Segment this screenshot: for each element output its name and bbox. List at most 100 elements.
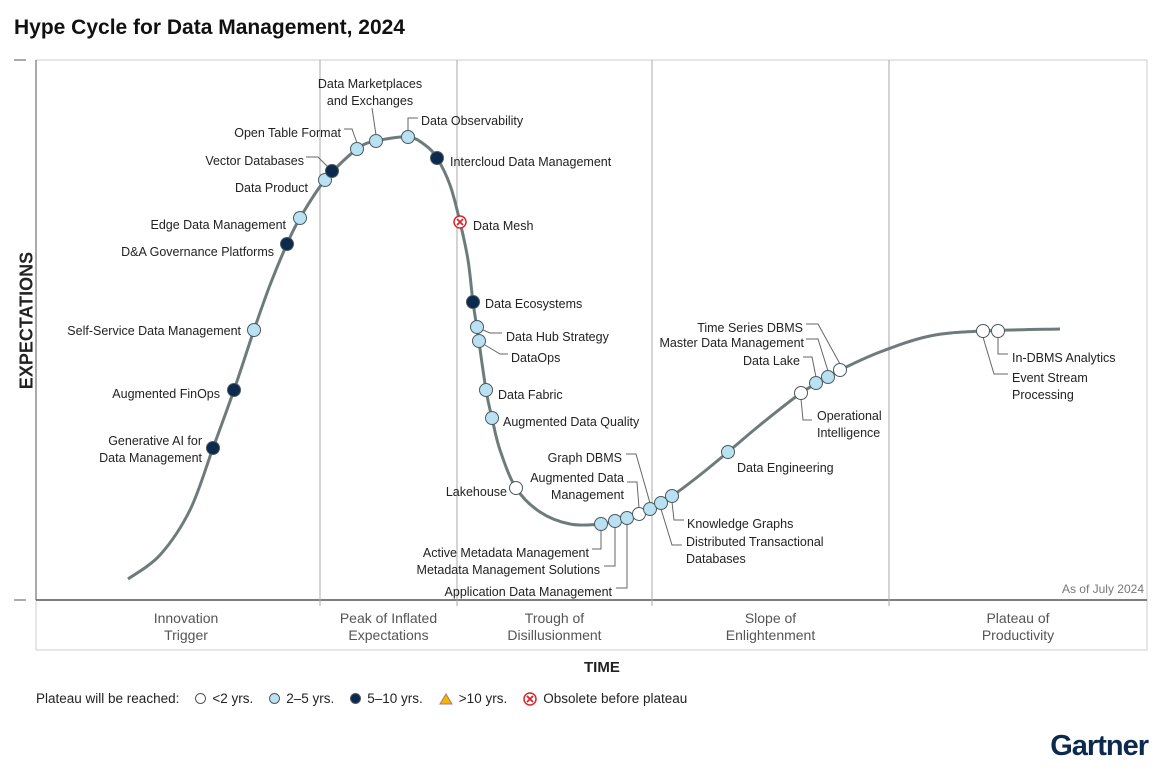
technology-marker — [809, 376, 823, 390]
technology-marker — [594, 517, 608, 531]
technology-label: Application Data Management — [445, 585, 613, 599]
obsolete-x-icon — [456, 218, 464, 226]
phase-label: Trough of — [525, 610, 585, 626]
obsolete-x-icon — [523, 691, 537, 706]
technology-label: Intercloud Data Management — [450, 155, 612, 169]
technology-label: Metadata Management Solutions — [417, 563, 600, 577]
technology-label: Data Hub Strategy — [506, 330, 610, 344]
technology-label: Databases — [686, 552, 746, 566]
technology-label: Data Mesh — [473, 219, 533, 233]
legend-label: Plateau will be reached: — [36, 691, 180, 706]
technology-label: Self-Service Data Management — [67, 324, 241, 338]
technology-marker — [721, 445, 735, 459]
technology-label: Edge Data Management — [150, 218, 286, 232]
legend-item: >10 yrs. — [438, 691, 508, 706]
technology-marker — [430, 151, 444, 165]
leader-line — [982, 336, 1008, 375]
technology-marker — [470, 320, 484, 334]
y-axis-label: EXPECTATIONS — [16, 251, 37, 390]
technology-marker — [991, 324, 1005, 338]
technology-marker — [608, 514, 622, 528]
leader-line — [616, 524, 628, 589]
legend-item-label: <2 yrs. — [212, 691, 254, 706]
technology-marker — [369, 134, 383, 148]
technology-marker — [509, 481, 523, 495]
technology-label: Data Product — [235, 181, 308, 195]
technology-marker — [620, 511, 634, 525]
leader-line — [800, 398, 812, 421]
legend-item-label: >10 yrs. — [458, 691, 508, 706]
technology-label: D&A Governance Platforms — [121, 245, 274, 259]
technology-label: Data Observability — [421, 114, 524, 128]
hype-curve — [127, 135, 1061, 581]
technology-label: Operational — [817, 409, 882, 423]
technology-label: Knowledge Graphs — [687, 517, 793, 531]
legend-item-label: 2–5 yrs. — [286, 691, 335, 706]
legend-item: <2 yrs. — [195, 691, 253, 706]
phase-label: Innovation — [154, 610, 219, 626]
technology-label: DataOps — [511, 351, 560, 365]
technology-label: Lakehouse — [446, 485, 507, 499]
leader-line — [604, 527, 616, 567]
technology-label: Master Data Management — [659, 336, 804, 350]
technology-marker — [401, 130, 415, 144]
technology-label: Intelligence — [817, 426, 880, 440]
technology-marker — [654, 496, 668, 510]
technology-label: Processing — [1012, 388, 1074, 402]
circle-icon — [195, 693, 207, 704]
circle-icon — [269, 693, 281, 704]
gartner-logo: Gartner — [1050, 730, 1149, 762]
technology-label: Event Stream — [1012, 371, 1088, 385]
technology-label: and Exchanges — [327, 94, 413, 108]
technology-label: Graph DBMS — [548, 451, 622, 465]
technology-label: Active Metadata Management — [423, 546, 590, 560]
phase-label: Expectations — [348, 627, 428, 643]
phase-label: Peak of Inflated — [340, 610, 437, 626]
legend-item-label: 5–10 yrs. — [367, 691, 423, 706]
technology-label: Augmented Data — [530, 471, 624, 485]
technology-marker — [247, 323, 261, 337]
leader-line — [484, 344, 508, 355]
technology-marker — [472, 334, 486, 348]
plot-frame — [35, 59, 1148, 651]
technology-marker — [227, 383, 241, 397]
phase-label: Productivity — [982, 627, 1054, 643]
technology-marker — [976, 324, 990, 338]
leader-line — [371, 107, 377, 136]
leader-line — [627, 481, 640, 509]
technology-label: Data Engineering — [737, 461, 834, 475]
technology-label: Open Table Format — [234, 126, 341, 140]
technology-label: Distributed Transactional — [686, 535, 824, 549]
leader-line — [344, 128, 358, 144]
leader-line — [806, 323, 841, 365]
technology-label: Time Series DBMS — [697, 321, 803, 335]
legend-item: Obsolete before plateau — [523, 691, 687, 706]
leader-line — [660, 508, 682, 546]
leader-line — [997, 337, 1008, 355]
technology-label: Management — [551, 488, 624, 502]
legend-item: 2–5 yrs. — [269, 691, 334, 706]
leader-line — [803, 356, 817, 378]
technology-marker — [479, 383, 493, 397]
phase-label: Trigger — [164, 627, 208, 643]
technology-marker — [293, 211, 307, 225]
legend: Plateau will be reached: <2 yrs. 2–5 yrs.… — [36, 691, 687, 706]
leader-line — [806, 338, 829, 372]
technology-label: Data Ecosystems — [485, 297, 582, 311]
leader-line — [407, 117, 418, 131]
technology-marker — [821, 370, 835, 384]
technology-marker — [794, 386, 808, 400]
technology-label: Data Lake — [743, 354, 800, 368]
phase-label: Enlightenment — [726, 627, 816, 643]
legend-item: 5–10 yrs. — [350, 691, 423, 706]
as-of-date: As of July 2024 — [1061, 582, 1144, 596]
leader-line — [671, 501, 684, 521]
triangle-icon — [438, 692, 453, 704]
technology-label: Data Fabric — [498, 388, 563, 402]
technology-label: Augmented Data Quality — [503, 415, 640, 429]
legend-item-label: Obsolete before plateau — [543, 691, 688, 706]
technology-marker — [325, 164, 339, 178]
circle-icon — [350, 693, 362, 704]
technology-marker — [665, 489, 679, 503]
